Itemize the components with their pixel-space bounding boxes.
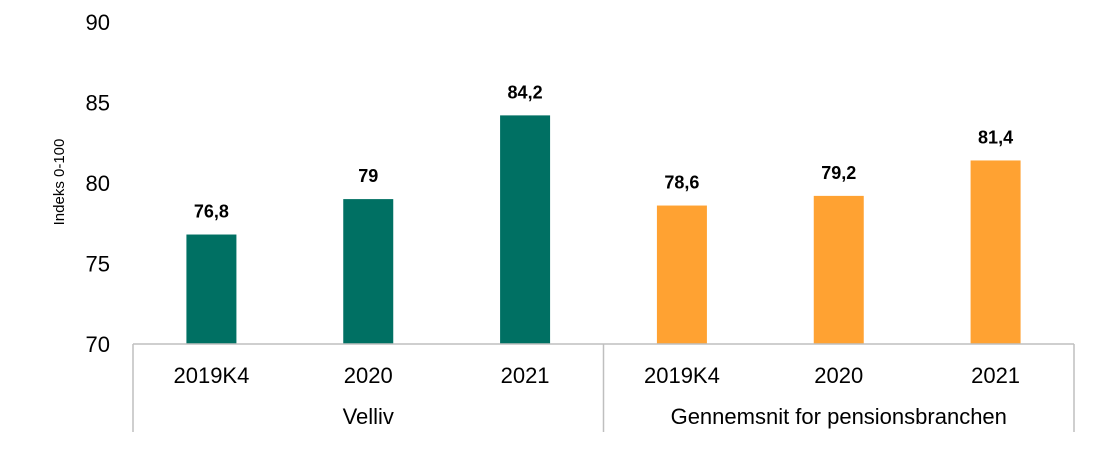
bars [186,115,1021,344]
bar [186,234,237,344]
data-label: 81,4 [978,127,1013,147]
y-tick-label: 90 [86,10,110,35]
x-tick-label: 2019K4 [644,363,720,388]
data-label: 78,6 [664,173,699,193]
group-label: Gennemsnit for pensionsbranchen [671,404,1007,429]
data-label: 79 [358,166,378,186]
y-axis-label: Indeks 0-100 [51,139,68,226]
y-tick-label: 80 [86,171,110,196]
bar [343,199,394,344]
y-tick-label: 75 [86,252,110,277]
data-label: 84,2 [508,82,543,102]
x-tick-label: 2021 [501,363,550,388]
bar [500,115,551,344]
y-tick-label: 70 [86,332,110,357]
bar [970,160,1021,344]
x-axis: 2019K4 2020 2021 Velliv 2019K4 2020 2021 Gennem… [132,343,1075,432]
bar [656,205,707,344]
x-tick-label: 2020 [344,363,393,388]
y-axis-ticks: 70 75 80 85 90 [86,10,110,357]
y-tick-label: 85 [86,91,110,116]
bar [813,195,864,344]
data-label: 79,2 [821,163,856,183]
x-tick-label: 2019K4 [173,363,249,388]
group-label: Velliv [343,404,394,429]
x-tick-label: 2020 [814,363,863,388]
data-label: 76,8 [194,202,229,222]
data-labels: 76,8 79 84,2 78,6 79,2 81,4 [194,82,1013,221]
x-tick-label: 2021 [971,363,1020,388]
